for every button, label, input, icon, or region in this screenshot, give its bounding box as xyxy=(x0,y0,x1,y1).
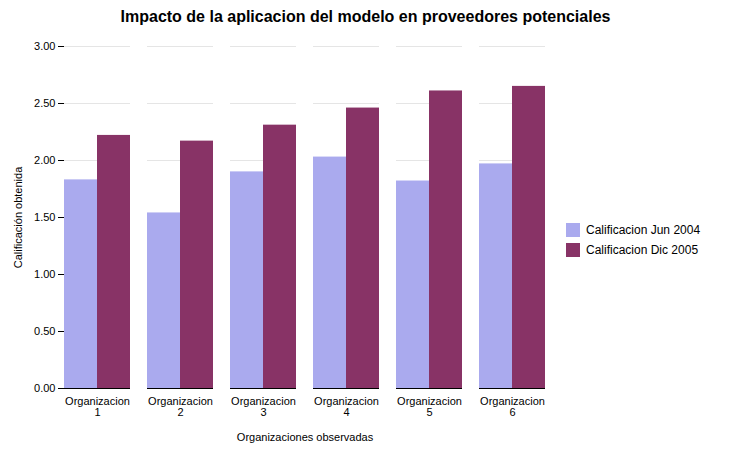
svg-text:Organizacion3: Organizacion3 xyxy=(231,395,296,418)
svg-text:2.50: 2.50 xyxy=(34,97,55,109)
svg-text:1.00: 1.00 xyxy=(34,268,55,280)
html-text:Calificacion Dic 2005: Calificacion Dic 2005 xyxy=(586,243,699,257)
svg-text:1.50: 1.50 xyxy=(34,211,55,223)
svg-text:Organizacion4: Organizacion4 xyxy=(314,395,379,418)
svg-text:3.00: 3.00 xyxy=(34,40,55,52)
html-text:Calificacion Jun 2004: Calificacion Jun 2004 xyxy=(586,223,701,237)
svg-text:Organizacion1: Organizacion1 xyxy=(65,395,130,418)
svg-text:0.00: 0.00 xyxy=(34,382,55,394)
html-text:Impacto de la aplicacion del m: Impacto de la aplicacion del modelo en p… xyxy=(120,8,611,25)
svg-text:Calificación obtenida: Calificación obtenida xyxy=(12,166,24,268)
svg-text:Organizacion5: Organizacion5 xyxy=(397,395,462,418)
svg-text:Organizaciones observadas: Organizaciones observadas xyxy=(237,431,374,443)
svg-text:Organizacion2: Organizacion2 xyxy=(148,395,213,418)
svg-text:Organizacion6: Organizacion6 xyxy=(480,395,545,418)
svg-text:2.00: 2.00 xyxy=(34,154,55,166)
svg-text:0.50: 0.50 xyxy=(34,325,55,337)
